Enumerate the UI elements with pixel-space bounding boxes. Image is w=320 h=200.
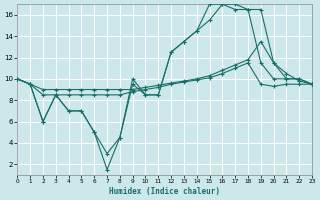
X-axis label: Humidex (Indice chaleur): Humidex (Indice chaleur) — [109, 187, 220, 196]
